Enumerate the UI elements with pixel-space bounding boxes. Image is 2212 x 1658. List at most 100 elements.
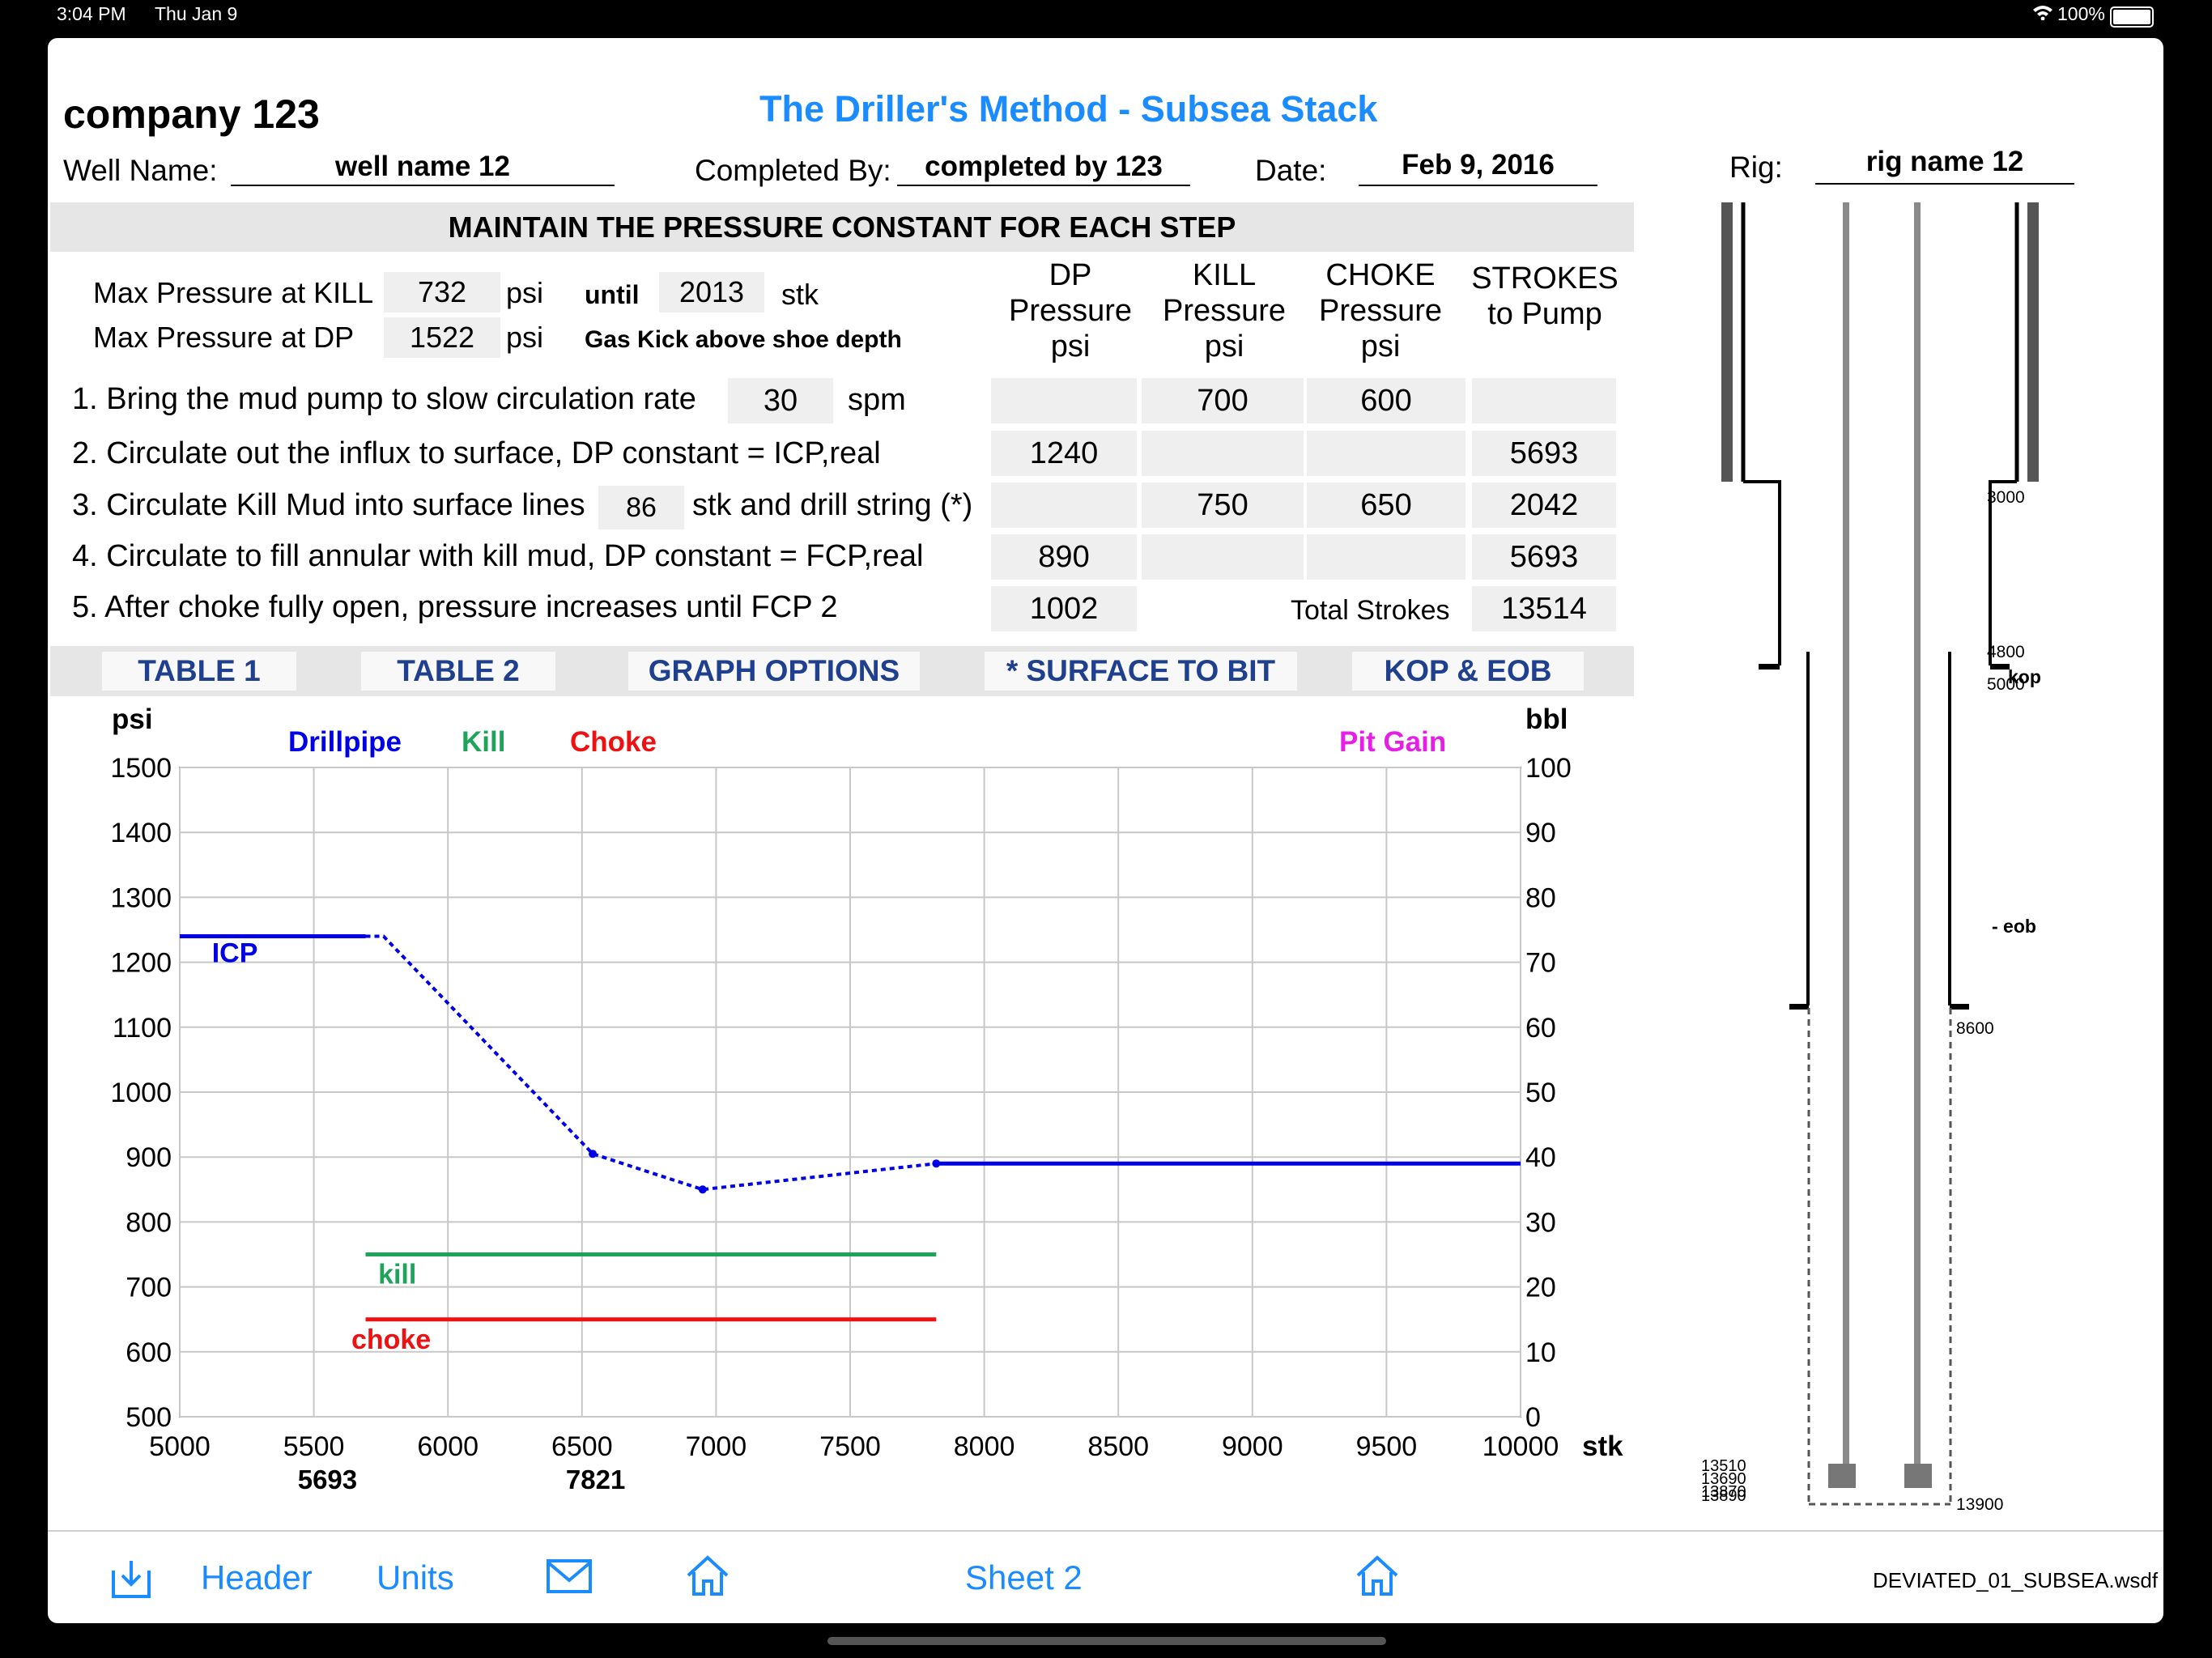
depth-label: 13690 <box>1701 1470 1746 1488</box>
col-dp-header: DP Pressure psi <box>989 257 1151 364</box>
company-name: company 123 <box>63 91 320 137</box>
annotation: ICP <box>212 938 258 969</box>
step-3-text: 3. Circulate Kill Mud into surface lines <box>72 488 585 522</box>
sheet-2-button[interactable]: Sheet 2 <box>965 1558 1083 1596</box>
y-right-tick-label: 90 <box>1525 818 1556 848</box>
banner: MAINTAIN THE PRESSURE CONSTANT FOR EACH … <box>50 202 1634 252</box>
tab-graph-options[interactable]: GRAPH OPTIONS <box>628 652 920 691</box>
until-field[interactable]: 2013 <box>659 272 764 312</box>
spm-unit: spm <box>848 383 906 417</box>
header-button[interactable]: Header <box>201 1558 313 1596</box>
y-right-tick-label: 60 <box>1525 1013 1556 1044</box>
annotation: choke <box>351 1324 431 1355</box>
spm-field[interactable]: 30 <box>728 378 833 423</box>
kick-note: Gas Kick above shoe depth <box>585 326 902 353</box>
eob-label: - eob <box>1992 916 2036 937</box>
well-name-field[interactable]: well name 12 <box>231 151 615 186</box>
y-right-tick-label: 10 <box>1525 1337 1556 1368</box>
stroke-marker-label: 7821 <box>566 1465 625 1494</box>
legend-entry: Kill <box>462 726 505 758</box>
col-kill-header: KILL Pressure psi <box>1143 257 1305 364</box>
s4-choke-cell[interactable] <box>1307 534 1465 580</box>
depth-label: 13870 <box>1701 1483 1746 1501</box>
s3-choke-cell[interactable]: 650 <box>1307 483 1465 528</box>
col-strokes-line: to Pump <box>1487 297 1602 331</box>
casing-shoe <box>1759 664 1780 670</box>
s1-choke-cell[interactable]: 600 <box>1307 378 1465 423</box>
s4-strokes-cell[interactable]: 5693 <box>1472 534 1616 580</box>
surface-lines-field[interactable]: 86 <box>598 486 684 529</box>
y-right-tick-label: 80 <box>1525 882 1556 913</box>
rig-field[interactable]: rig name 12 <box>1815 146 2074 185</box>
depth-label: 13510 <box>1701 1457 1746 1475</box>
bha <box>1904 1464 1932 1488</box>
casing-line <box>1743 480 1781 665</box>
tab-surface-to-bit[interactable]: * SURFACE TO BIT <box>985 652 1297 691</box>
casing-shoe <box>1990 664 2010 670</box>
y-right-tick-label: 40 <box>1525 1142 1556 1173</box>
col-dp-line: DP <box>1049 258 1092 292</box>
status-date: Thu Jan 9 <box>155 3 238 24</box>
y-tick-label: 800 <box>125 1207 172 1238</box>
x-tick-label: 5500 <box>283 1431 345 1462</box>
s3-kill-cell[interactable]: 750 <box>1142 483 1304 528</box>
col-choke-line: Pressure <box>1318 294 1443 328</box>
stk-unit: stk <box>781 278 819 311</box>
y-tick-label: 500 <box>125 1402 172 1433</box>
s1-dp-cell[interactable] <box>991 378 1137 423</box>
s3-strokes-cell[interactable]: 2042 <box>1472 483 1616 528</box>
rig-label: Rig: <box>1729 151 1783 184</box>
tab-table-1[interactable]: TABLE 1 <box>102 652 296 691</box>
home-icon[interactable] <box>685 1554 730 1601</box>
tab-kop-eob[interactable]: KOP & EOB <box>1352 652 1584 691</box>
annotation: kill <box>378 1260 416 1290</box>
date-field[interactable]: Feb 9, 2016 <box>1359 149 1597 186</box>
y-right-tick-label: 70 <box>1525 948 1556 979</box>
y-right-tick-label: 30 <box>1525 1207 1556 1238</box>
series-point <box>589 1150 598 1158</box>
col-strokes-line: STROKES <box>1471 261 1619 295</box>
s3-dp-cell[interactable] <box>991 483 1137 528</box>
y-tick-label: 1200 <box>110 948 172 979</box>
legend-entry: Pit Gain <box>1339 726 1446 758</box>
legend-entry: Drillpipe <box>288 726 402 758</box>
tab-table-2[interactable]: TABLE 2 <box>361 652 555 691</box>
x-tick-label: 7500 <box>819 1431 881 1462</box>
max-dp-field[interactable]: 1522 <box>384 317 500 358</box>
page-title: The Driller's Method - Subsea Stack <box>759 88 1378 130</box>
export-icon[interactable] <box>108 1556 154 1605</box>
drill-string <box>1843 202 1849 1477</box>
step-2-text: 2. Circulate out the influx to surface, … <box>72 436 881 470</box>
s1-kill-cell[interactable]: 700 <box>1142 378 1304 423</box>
col-kill-line: KILL <box>1192 258 1257 292</box>
s2-kill-cell[interactable] <box>1142 431 1304 476</box>
depth-label: 4800 <box>1987 643 2025 661</box>
depth-label: 8600 <box>1956 1019 1994 1038</box>
completed-by-field[interactable]: completed by 123 <box>897 151 1190 186</box>
completed-by-label: Completed By: <box>695 154 891 187</box>
s5-dp-cell[interactable]: 1002 <box>991 586 1137 631</box>
home-icon[interactable] <box>1355 1554 1400 1601</box>
total-strokes-label: Total Strokes <box>1291 595 1450 626</box>
step-1-text: 1. Bring the mud pump to slow circulatio… <box>72 382 696 416</box>
stroke-marker-label: 5693 <box>298 1465 357 1494</box>
depth-label: 3000 <box>1987 488 2025 507</box>
col-kill-line: psi <box>1204 329 1244 363</box>
s4-kill-cell[interactable] <box>1142 534 1304 580</box>
psi-unit: psi <box>506 276 544 309</box>
col-choke-line: psi <box>1360 329 1401 363</box>
x-tick-label: 5000 <box>149 1431 211 1462</box>
s1-strokes-cell[interactable] <box>1472 378 1616 423</box>
s2-dp-cell[interactable]: 1240 <box>991 431 1137 476</box>
file-name: DEVIATED_01_SUBSEA.wsdf <box>1873 1568 2159 1592</box>
s4-dp-cell[interactable]: 890 <box>991 534 1137 580</box>
mail-icon[interactable] <box>546 1558 593 1598</box>
max-kill-field[interactable]: 732 <box>384 272 500 312</box>
x-tick-label: 8500 <box>1087 1431 1149 1462</box>
s2-strokes-cell[interactable]: 5693 <box>1472 431 1616 476</box>
y-right-tick-label: 100 <box>1525 753 1572 784</box>
units-button[interactable]: Units <box>376 1558 454 1596</box>
col-dp-line: Pressure <box>1008 294 1133 328</box>
s2-choke-cell[interactable] <box>1307 431 1465 476</box>
status-time: 3:04 PM <box>57 3 126 24</box>
